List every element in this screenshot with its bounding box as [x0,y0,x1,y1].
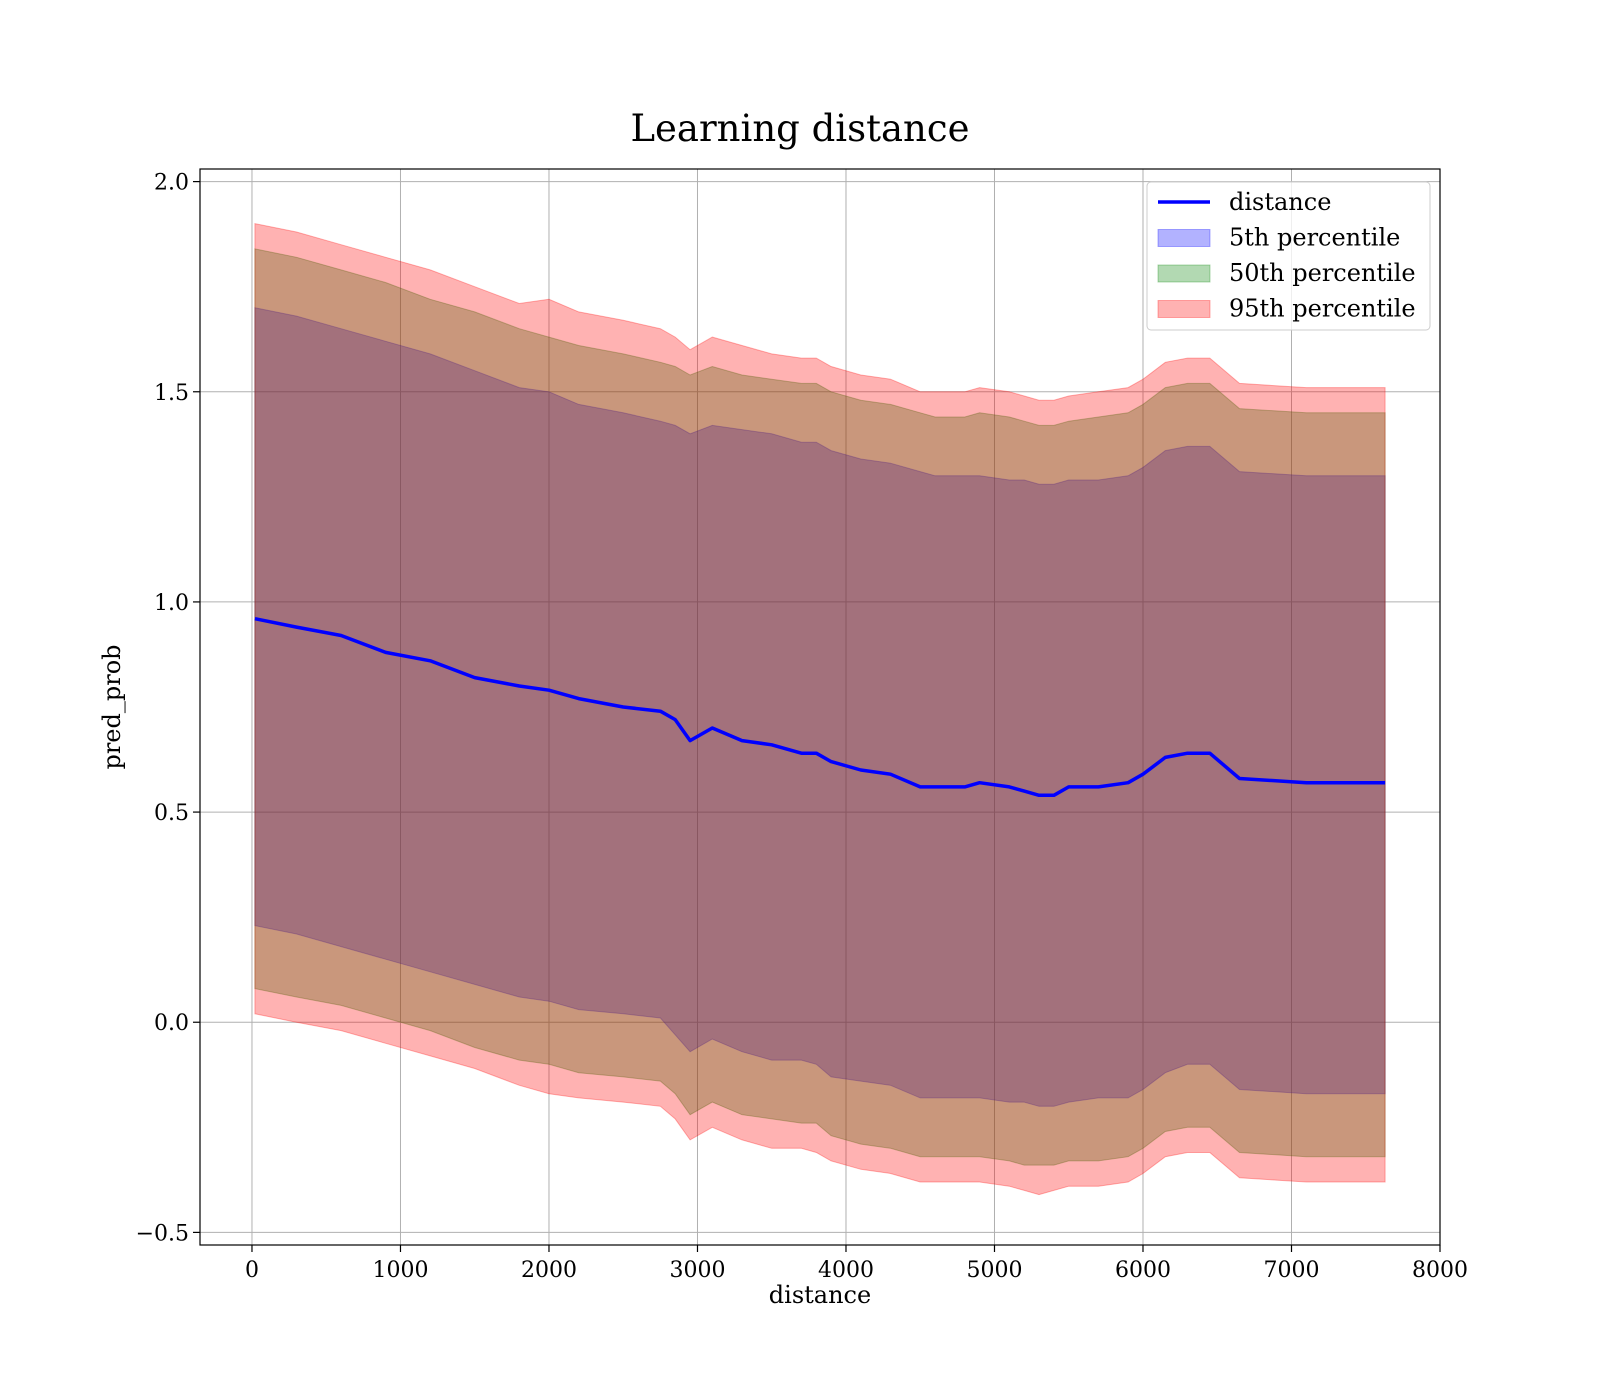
x-tick-label: 7000 [1263,1258,1319,1283]
legend-swatch [1157,300,1211,318]
y-tick-label: 0.0 [154,1011,189,1036]
x-axis-label: distance [769,1281,871,1309]
y-tick-label: 1.0 [154,591,189,616]
y-tick-label: 0.5 [154,801,189,826]
legend-swatch [1157,264,1211,283]
y-tick-label: 1.5 [154,381,189,406]
legend: distance 5th percentile 50th percentile 95t… [1146,181,1431,331]
chart-title: Learning distance [630,107,969,150]
band-1 [254,307,1386,1107]
x-tick-label: 2000 [521,1258,577,1283]
legend-label: 50th percentile [1229,259,1416,287]
legend-label: 95th percentile [1229,295,1416,323]
legend-box [1146,181,1431,331]
data-lines [254,616,1386,798]
x-tick-label: 3000 [669,1258,725,1283]
band-3 [254,222,1386,1196]
x-tick-label: 4000 [818,1258,874,1283]
grid-lines [200,169,1441,1245]
legend-label: distance [1229,188,1331,216]
y-axis-label: pred_prob [98,644,126,769]
axis-ticks: 0 1000 2000 3000 4000 5000 6000 7000 8000 −0.5 0.0… [136,171,1468,1283]
legend-label: 5th percentile [1229,224,1400,252]
y-tick-label: −0.5 [136,1221,189,1246]
x-tick-label: 8000 [1412,1258,1468,1283]
x-tick-label: 1000 [372,1258,428,1283]
x-tick-label: 5000 [966,1258,1022,1283]
x-tick-label: 0 [245,1258,259,1283]
y-tick-label: 2.0 [154,171,189,196]
band-2 [254,248,1386,1166]
x-tick-label: 6000 [1115,1258,1171,1283]
legend-swatch [1157,229,1211,247]
distance-line [254,616,1386,798]
plot-area-background [200,169,1440,1245]
percentile-bands [254,222,1386,1196]
plot-frame [199,168,1441,1246]
